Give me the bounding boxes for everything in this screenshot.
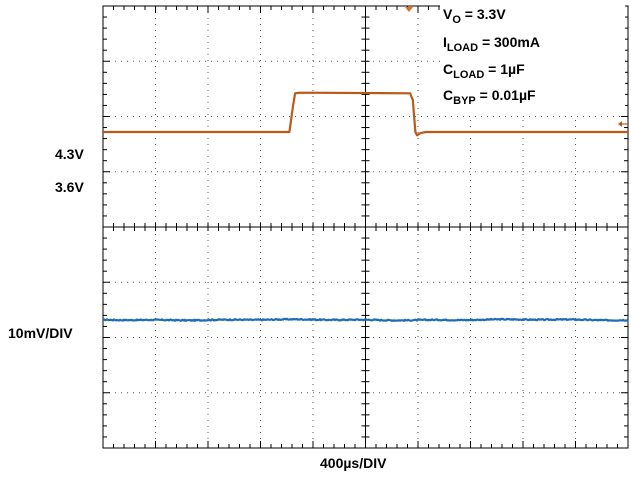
annotation-cload-main: C (443, 61, 454, 77)
conditions-annotation: VO = 3.3V ILOAD = 300mA CLOAD = 1µF CBYP… (440, 4, 625, 116)
grid (102, 5, 629, 449)
x-axis-label: 400µs/DIV (320, 455, 387, 471)
annotation-vo-rest: = 3.3V (460, 6, 506, 22)
annotation-iload: ILOAD = 300mA (443, 34, 540, 54)
level-label-4-3v: 4.3V (55, 146, 84, 162)
annotation-iload-main: I (443, 34, 447, 50)
annotation-cload-rest: = 1µF (484, 61, 525, 77)
annotation-vo-main: V (443, 6, 453, 22)
annotation-vo-sub: O (452, 14, 461, 26)
markers (405, 7, 628, 127)
annotation-cload: CLOAD = 1µF (443, 61, 525, 81)
traces (102, 91, 629, 322)
annotation-cbyp-rest: = 0.01µF (475, 87, 536, 103)
trigger-marker (405, 7, 413, 12)
trace-series-1 (103, 91, 628, 137)
level-label-10mv-div: 10mV/DIV (8, 325, 73, 341)
annotation-vo: VO = 3.3V (443, 6, 506, 26)
annotation-cbyp: CBYP = 0.01µF (443, 87, 536, 107)
annotation-iload-rest: = 300mA (478, 34, 540, 50)
trace-series-2 (102, 317, 629, 322)
level-marker-arrow (618, 120, 622, 127)
annotation-cload-sub: LOAD (453, 69, 485, 81)
annotation-cbyp-main: C (443, 87, 454, 103)
level-label-3-6v: 3.6V (55, 179, 84, 195)
annotation-cbyp-sub: BYP (453, 95, 476, 107)
annotation-iload-sub: LOAD (446, 42, 479, 54)
